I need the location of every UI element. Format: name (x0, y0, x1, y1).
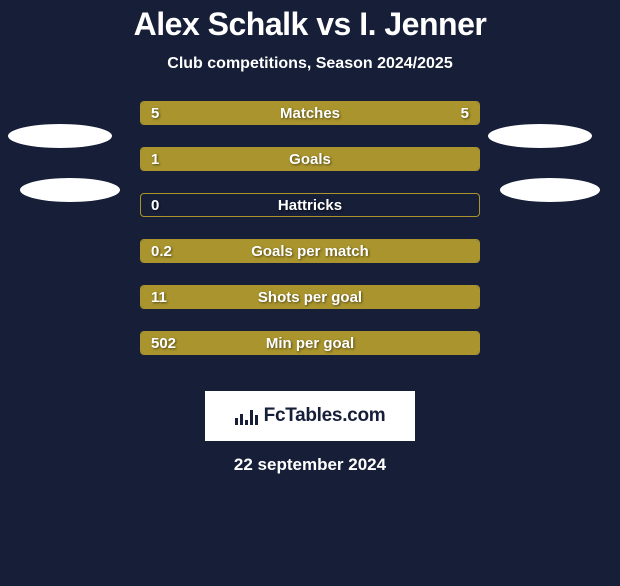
redaction-ellipse (8, 124, 112, 148)
logo-text: FcTables.com (264, 405, 386, 427)
stat-label: Goals per match (141, 240, 479, 264)
redaction-ellipse (488, 124, 592, 148)
stat-label: Min per goal (141, 332, 479, 356)
stat-track: 1Goals (140, 147, 480, 171)
stat-track: 502Min per goal (140, 331, 480, 355)
fctables-logo: FcTables.com (205, 391, 415, 441)
stat-row: 502Min per goal (0, 331, 620, 377)
stat-track: 11Shots per goal (140, 285, 480, 309)
stat-track: 0Hattricks (140, 193, 480, 217)
stat-track: 55Matches (140, 101, 480, 125)
comparison-title: Alex Schalk vs I. Jenner (0, 6, 620, 43)
redaction-ellipse (500, 178, 600, 202)
stat-row: 11Shots per goal (0, 285, 620, 331)
redaction-ellipse (20, 178, 120, 202)
stat-track: 0.2Goals per match (140, 239, 480, 263)
stat-row: 0.2Goals per match (0, 239, 620, 285)
stat-label: Shots per goal (141, 286, 479, 310)
comparison-subtitle: Club competitions, Season 2024/2025 (0, 55, 620, 73)
logo-bars-icon (235, 407, 258, 425)
snapshot-date: 22 september 2024 (0, 455, 620, 475)
stat-label: Matches (141, 102, 479, 126)
stat-label: Goals (141, 148, 479, 172)
stat-label: Hattricks (141, 194, 479, 218)
